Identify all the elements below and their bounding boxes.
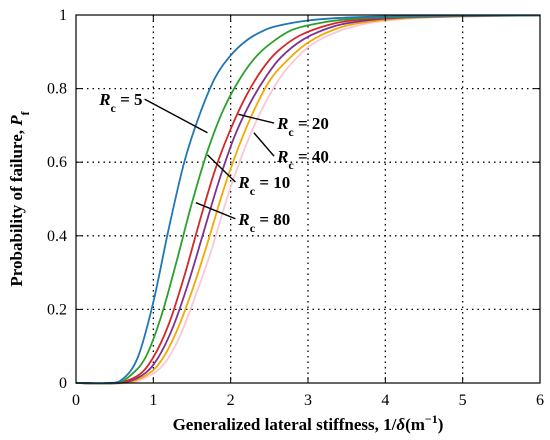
annotation-label: Rc = 40 <box>276 147 329 172</box>
annotation-label: Rc = 5 <box>98 90 142 115</box>
annotation-sub: c <box>111 101 117 115</box>
series-line-rc-160 <box>75 14 541 385</box>
x-tick-label: 2 <box>227 392 235 409</box>
annotation-eq: = 5 <box>116 90 143 109</box>
y-axis-title: Probability of failure, Pf <box>7 110 32 286</box>
x-axis-title-symbol: δ <box>396 415 405 434</box>
annotation-symbol: R <box>237 173 249 192</box>
annotation-eq: = 20 <box>294 114 329 133</box>
annotation-eq: = 10 <box>255 173 290 192</box>
y-tick-label: 0.2 <box>47 301 67 318</box>
annotation-label: Rc = 20 <box>276 114 329 139</box>
x-tick-label: 0 <box>72 392 80 409</box>
annotation-sub: c <box>288 125 294 139</box>
x-tick-label: 4 <box>381 392 389 409</box>
x-tick-labels: 0 1 2 3 4 5 6 <box>72 392 544 409</box>
x-axis-title-unit-exp: −1 <box>425 412 438 426</box>
series-line-rc-40 <box>75 14 541 385</box>
y-tick-labels: 0 0.2 0.4 0.6 0.8 1 <box>47 7 67 392</box>
x-tick-label: 5 <box>459 392 467 409</box>
x-axis-title-unit-open: (m <box>405 415 425 434</box>
annotation-leader <box>253 132 275 157</box>
series-line-rc-80 <box>75 14 541 385</box>
y-tick-label: 1 <box>59 7 67 24</box>
annotation-leader <box>144 98 208 134</box>
y-tick-label: 0.6 <box>47 154 67 171</box>
series-line-rc-20 <box>75 14 541 385</box>
annotation-sub: c <box>250 184 256 198</box>
tick-marks <box>75 14 541 384</box>
x-axis-title-text: Generalized lateral stiffness, 1/ <box>173 415 397 434</box>
series-line-rc-5 <box>75 14 541 385</box>
annotation-symbol: R <box>98 90 110 109</box>
annotation-leader <box>206 154 236 183</box>
x-axis-title: Generalized lateral stiffness, 1/δ(m−1) <box>173 412 444 434</box>
annotation-symbol: R <box>276 114 288 133</box>
annotation-leader <box>238 113 275 124</box>
x-axis-title-unit-close: ) <box>438 415 444 434</box>
annotation-label: Rc = 10 <box>237 173 290 198</box>
series-group <box>75 14 541 385</box>
y-tick-label: 0.8 <box>47 81 67 98</box>
y-tick-label: 0.4 <box>47 228 67 245</box>
x-tick-label: 3 <box>304 392 312 409</box>
y-axis-title-text: Probability of failure, <box>7 126 26 287</box>
y-axis-title-symbol: P <box>7 115 26 127</box>
annotation-eq: = 80 <box>255 210 290 229</box>
annotation-sub: c <box>250 221 256 235</box>
annotation-label: Rc = 80 <box>237 210 290 235</box>
x-tick-label: 6 <box>536 392 544 409</box>
grid-lines <box>76 15 540 383</box>
annotation-symbol: R <box>276 147 288 166</box>
y-axis-title-sub: f <box>18 110 32 115</box>
y-tick-label: 0 <box>59 375 67 392</box>
annotation-leader <box>195 202 236 220</box>
annotation-eq: = 40 <box>294 147 329 166</box>
series-line-rc-10 <box>75 14 541 385</box>
annotation-symbol: R <box>237 210 249 229</box>
x-tick-label: 1 <box>149 392 157 409</box>
annotation-sub: c <box>288 158 294 172</box>
